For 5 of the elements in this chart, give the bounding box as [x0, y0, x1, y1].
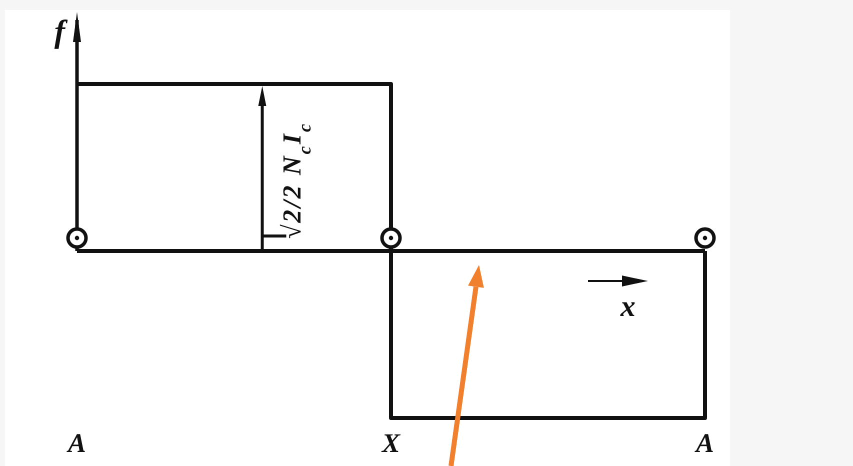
y-axis-title: f	[54, 13, 68, 49]
x-tick-label: A	[66, 428, 86, 458]
x-tick-label: A	[694, 428, 714, 458]
x-tick-label: X	[380, 428, 401, 458]
x-axis-title: x	[620, 290, 636, 323]
